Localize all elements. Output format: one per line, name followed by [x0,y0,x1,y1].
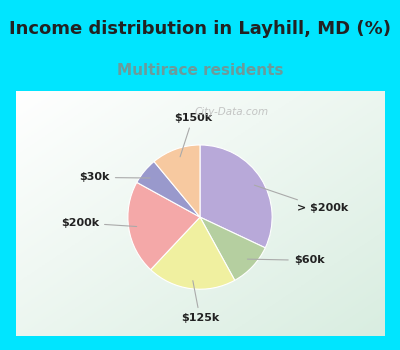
Text: $200k: $200k [61,218,137,228]
Text: Income distribution in Layhill, MD (%): Income distribution in Layhill, MD (%) [9,20,391,38]
Wedge shape [154,145,200,217]
Wedge shape [137,162,200,217]
Text: > $200k: > $200k [254,185,349,214]
Text: $150k: $150k [174,113,212,157]
Wedge shape [151,217,235,289]
Wedge shape [200,217,265,280]
Text: $60k: $60k [248,256,324,265]
Text: $125k: $125k [181,281,219,323]
Wedge shape [200,145,272,248]
Text: $30k: $30k [80,173,150,182]
Wedge shape [128,182,200,270]
Text: Multirace residents: Multirace residents [117,63,283,78]
Text: City-Data.com: City-Data.com [194,107,268,118]
